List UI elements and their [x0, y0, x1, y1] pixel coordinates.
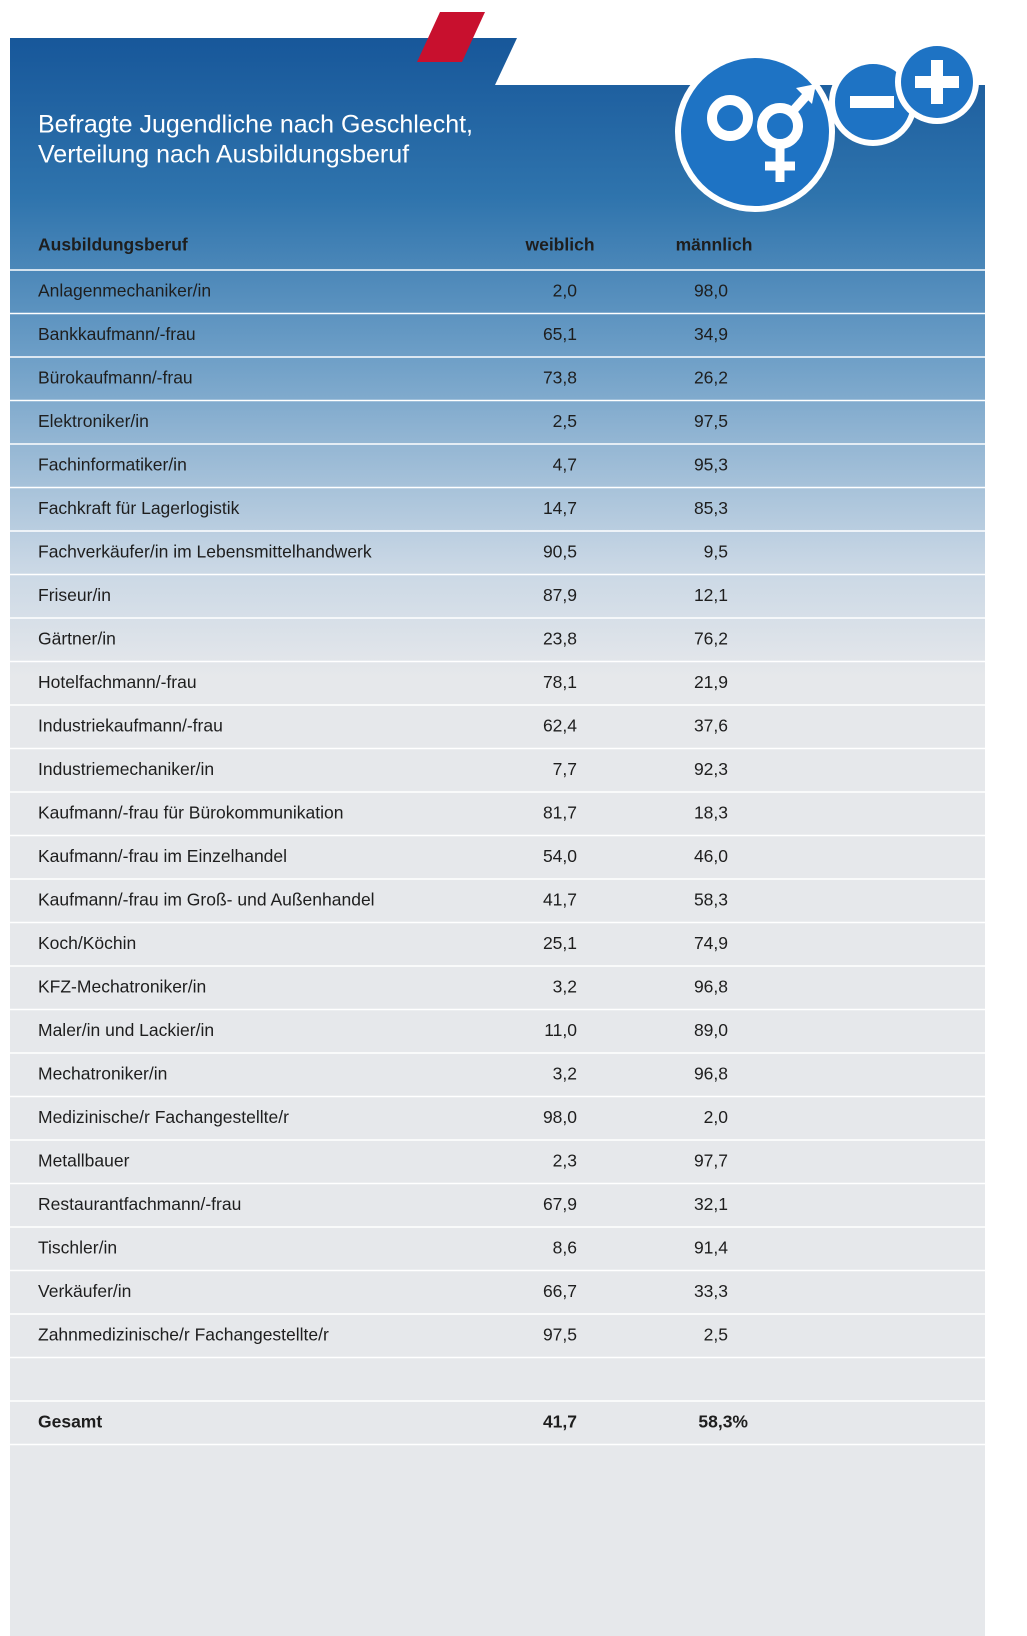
cell: Industriemechaniker/in [38, 759, 214, 779]
cell: 89,0 [694, 1020, 728, 1040]
cell: 14,7 [543, 498, 577, 518]
cell: 37,6 [694, 715, 728, 735]
cell: 25,1 [543, 933, 577, 953]
cell: 97,5 [694, 411, 728, 431]
cell: Hotelfachmann/-frau [38, 672, 197, 692]
cell: 32,1 [694, 1194, 728, 1214]
title: Verteilung nach Ausbildungsberuf [38, 141, 409, 169]
cell: Koch/Köchin [38, 933, 136, 953]
cell: 26,2 [694, 367, 728, 387]
cell: 2,5 [704, 1324, 728, 1344]
cell: Elektroniker/in [38, 411, 149, 431]
cell: 2,0 [704, 1107, 729, 1127]
column-header: weiblich [524, 235, 594, 255]
cell: Kaufmann/-frau für Bürokommunikation [38, 802, 343, 822]
column-header: Ausbildungsberuf [38, 235, 188, 255]
table: Ausbildungsberuf weiblich männlich Anlagenm… [10, 235, 985, 1446]
column-header: männlich [676, 235, 753, 255]
cell: Gesamt [38, 1411, 102, 1431]
cell: Maler/in und Lackier/in [38, 1020, 214, 1040]
cell: Fachverkäufer/in im Lebensmittelhandwerk [38, 541, 372, 561]
cell: 96,8 [694, 1063, 728, 1083]
cell: 41,7 [543, 889, 577, 909]
cell: 4,7 [553, 454, 577, 474]
cell: Metallbauer [38, 1150, 130, 1170]
cell: Friseur/in [38, 585, 111, 605]
cell: Zahnmedizinische/r Fachangestellte/r [38, 1324, 329, 1344]
cell: 73,8 [543, 367, 577, 387]
cell: 3,2 [553, 976, 577, 996]
cell: 2,0 [553, 280, 578, 300]
cell: 74,9 [694, 933, 728, 953]
cell: Tischler/in [38, 1237, 117, 1257]
cell: Kaufmann/-frau im Groß- und Außenhandel [38, 889, 375, 909]
cell: 58,3 [694, 889, 728, 909]
cell: 41,7 [543, 1411, 577, 1431]
cell: 12,1 [694, 585, 728, 605]
cell: 95,3 [694, 454, 728, 474]
cell: Kaufmann/-frau im Einzelhandel [38, 846, 287, 866]
gender-icon [675, 52, 835, 212]
cell: 58,3% [698, 1411, 748, 1431]
cell: 98,0 [543, 1107, 577, 1127]
cell: 23,8 [543, 628, 577, 648]
cell: 92,3 [694, 759, 728, 779]
cell: 2,5 [553, 411, 577, 431]
panel [10, 38, 985, 1636]
cell: Mechatroniker/in [38, 1063, 167, 1083]
red-accent [417, 12, 485, 62]
cell: Fachinformatiker/in [38, 454, 187, 474]
cell: 33,3 [694, 1281, 728, 1301]
cell: 34,9 [694, 324, 728, 344]
cell: Bankkaufmann/-frau [38, 324, 196, 344]
cell: 11,0 [544, 1020, 577, 1040]
cell: Verkäufer/in [38, 1281, 131, 1301]
cell: Fachkraft für Lagerlogistik [38, 498, 240, 518]
cell: 3,2 [553, 1063, 577, 1083]
cell: 85,3 [694, 498, 728, 518]
cell: 67,9 [543, 1194, 577, 1214]
cell: 81,7 [543, 802, 577, 822]
cell: Gärtner/in [38, 628, 116, 648]
title: Befragte Jugendliche nach Geschlecht, [38, 111, 473, 139]
cell: 21,9 [694, 672, 728, 692]
cell: 78,1 [543, 672, 577, 692]
cell: 54,0 [543, 846, 577, 866]
cell: 18,3 [694, 802, 728, 822]
cell: KFZ-Mechatroniker/in [38, 976, 206, 996]
cell: 46,0 [694, 846, 728, 866]
cell: Industriekaufmann/-frau [38, 715, 223, 735]
cell: Medizinische/r Fachangestellte/r [38, 1107, 289, 1127]
minus-plus-icon [829, 40, 979, 146]
cell: 90,5 [543, 541, 577, 561]
cell: 62,4 [543, 715, 577, 735]
cell: 76,2 [694, 628, 728, 648]
cell: 97,7 [694, 1150, 728, 1170]
cell: 2,3 [553, 1150, 577, 1170]
cell: 87,9 [543, 585, 577, 605]
cell: 9,5 [704, 541, 728, 561]
cell: 98,0 [694, 280, 728, 300]
cell: 97,5 [543, 1324, 577, 1344]
cell: 91,4 [694, 1237, 728, 1257]
cell: 8,6 [553, 1237, 577, 1257]
cell: 96,8 [694, 976, 728, 996]
cell: Anlagenmechaniker/in [38, 280, 211, 300]
cell: 66,7 [543, 1281, 577, 1301]
cell: Restaurantfachmann/-frau [38, 1194, 241, 1214]
cell: 65,1 [543, 324, 577, 344]
cell: 7,7 [553, 759, 577, 779]
cell: Bürokaufmann/-frau [38, 367, 193, 387]
